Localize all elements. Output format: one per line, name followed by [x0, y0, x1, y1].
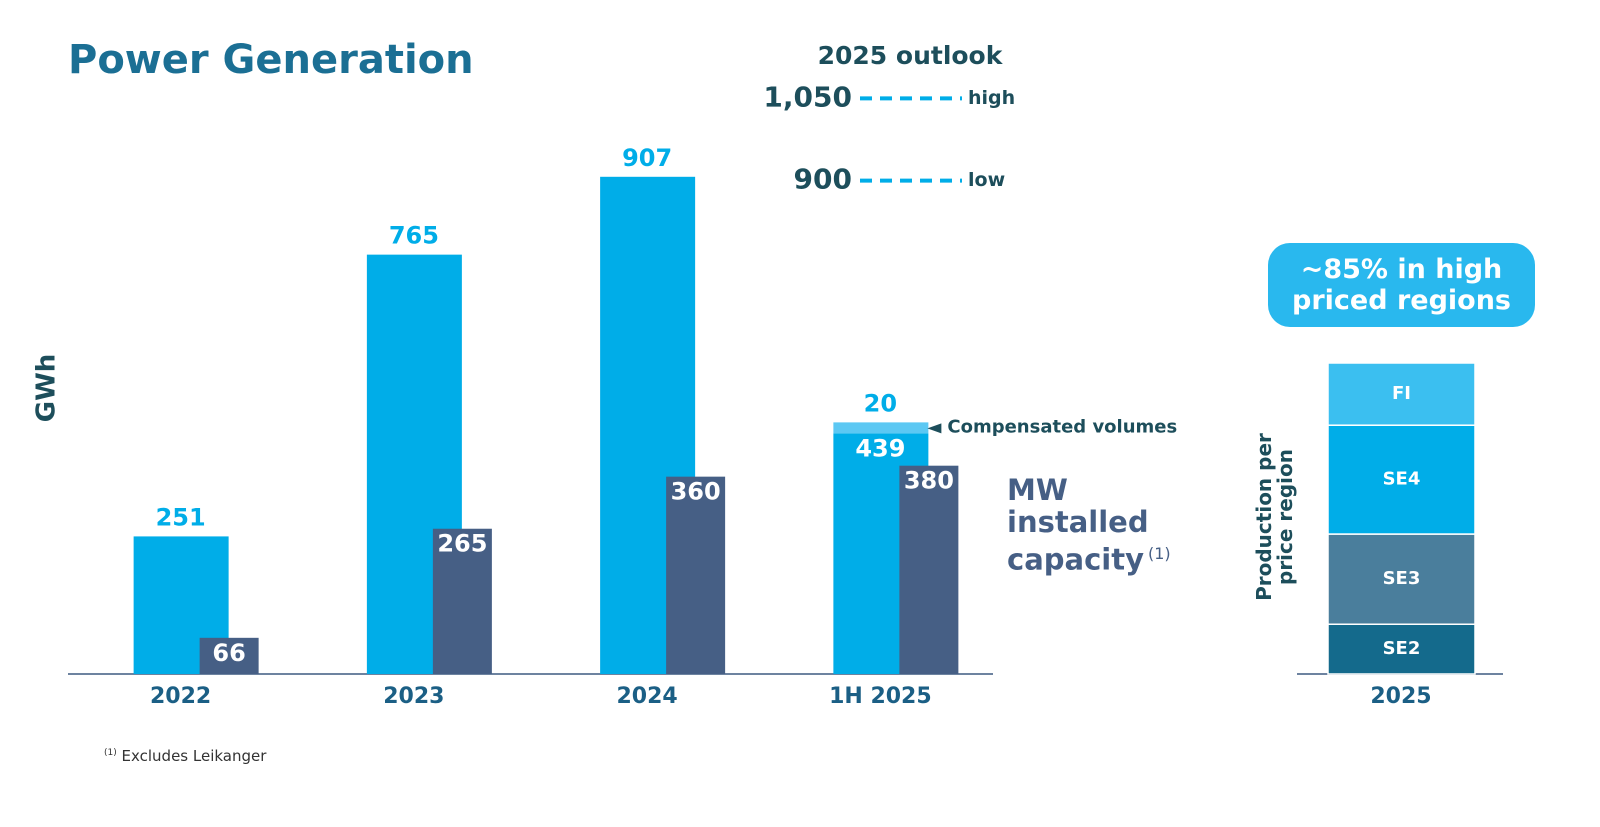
bar [833, 422, 929, 434]
segment-label: SE2 [1383, 638, 1421, 659]
data-label: 380 [904, 467, 954, 495]
footnote-text: Excludes Leikanger [121, 747, 267, 765]
bar-segment [1327, 533, 1476, 625]
data-label: 265 [437, 530, 487, 558]
callout: ~85% in high priced regions [1268, 243, 1535, 327]
segment-label: FI [1392, 383, 1411, 404]
x-tick-label: 2025 [1370, 684, 1431, 709]
bar [666, 476, 726, 674]
data-label: 765 [389, 222, 439, 250]
outlook-value: 1,050 [763, 80, 852, 113]
data-label: 66 [212, 639, 245, 667]
data-label: 907 [622, 144, 672, 172]
x-tick-label: 1H 2025 [829, 684, 932, 709]
bar [432, 528, 492, 674]
data-label: 20 [864, 389, 897, 417]
outlook-value: 900 [794, 163, 852, 196]
y-axis-label: GWh [32, 354, 62, 423]
bar-segment [1327, 623, 1476, 675]
data-label: 360 [671, 478, 721, 506]
outlook-name: high [968, 87, 1015, 109]
outlook-name: low [968, 169, 1005, 191]
series-name: MW installed capacity [1007, 473, 1149, 577]
annotation-arrow [927, 423, 942, 434]
chart-title: Power Generation [68, 37, 474, 83]
footnote-marker: (1) [1148, 544, 1171, 563]
footnote: (1) Excludes Leikanger [104, 747, 266, 765]
callout-text: ~85% in high priced regions [1292, 254, 1511, 316]
footnote-marker: (1) [104, 748, 117, 758]
x-tick-label: 2022 [150, 684, 211, 709]
x-tick-label: 2024 [617, 684, 678, 709]
y-axis-label: Production per price region [1252, 433, 1297, 601]
series-label: MW installed capacity (1) [1007, 473, 1171, 577]
x-tick-label: 2023 [383, 684, 444, 709]
annotation: Compensated volumes [947, 416, 1177, 437]
data-label: 251 [156, 503, 206, 531]
segment-label: SE3 [1383, 568, 1421, 589]
bar [199, 637, 259, 674]
bar-segment [1327, 362, 1476, 426]
bar-segment [1327, 424, 1476, 535]
bar [899, 465, 959, 674]
segment-label: SE4 [1383, 469, 1421, 490]
outlook-title: 2025 outlook [818, 41, 1004, 70]
data-label: 439 [855, 434, 905, 462]
